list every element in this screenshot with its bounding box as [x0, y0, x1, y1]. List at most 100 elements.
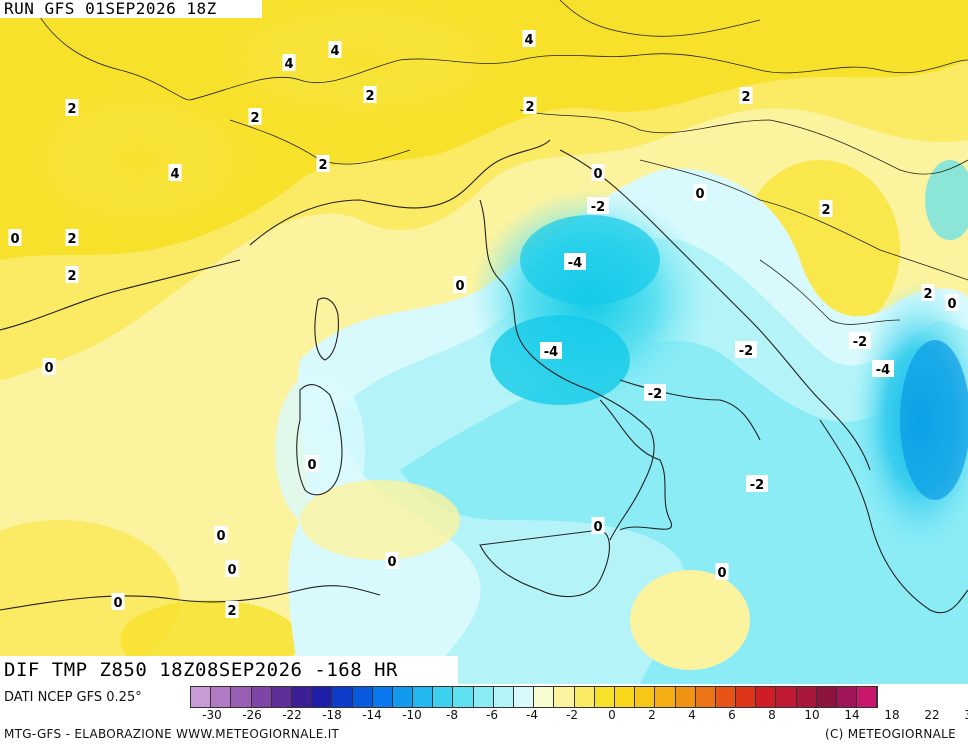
contour-label: -2 [853, 335, 867, 350]
color-scale-tick-label: 0 [608, 708, 616, 722]
color-scale-tick-label: 14 [844, 708, 860, 722]
contour-label-background [872, 360, 894, 377]
color-scale-segment [211, 687, 232, 707]
contour-label-background [328, 41, 342, 58]
color-scale-segment [857, 687, 878, 707]
color-scale-tick-label: 8 [768, 708, 776, 722]
color-scale-tick-label: 30 [964, 708, 968, 722]
contour-label-background [739, 87, 753, 104]
contour-label: 0 [455, 279, 464, 294]
contour-label-background [168, 164, 182, 181]
contour-label-background [453, 276, 467, 293]
contour-label: 2 [250, 111, 259, 126]
contour-label: 0 [113, 596, 122, 611]
color-scale-tick-label: -6 [486, 708, 498, 722]
contour-label-background [849, 332, 871, 349]
color-scale-segment [312, 687, 333, 707]
contour-label: -4 [544, 345, 558, 360]
data-source-label: DATI NCEP GFS 0.25° [4, 690, 142, 705]
contour-label-background [523, 97, 537, 114]
contour-label-background [693, 184, 707, 201]
color-scale-segment [695, 687, 716, 707]
color-scale-segment [291, 687, 313, 707]
contour-label-background [522, 30, 536, 47]
color-scale-segment [675, 687, 696, 707]
color-scale-segment [776, 687, 797, 707]
contour-label-background [591, 164, 605, 181]
color-scale-tick-label: -8 [446, 708, 458, 722]
contour-label-background [644, 384, 666, 401]
run-title: RUN GFS 01SEP2026 18Z [0, 0, 262, 18]
color-scale-tick-label: -10 [402, 708, 422, 722]
contour-label-background [746, 475, 768, 492]
color-scale-segment [332, 687, 353, 707]
contour-label: 0 [44, 361, 53, 376]
contour-label: 4 [524, 33, 533, 48]
color-scale-segment [433, 687, 454, 707]
contour-label: 0 [717, 566, 726, 581]
color-scale-segment [372, 687, 393, 707]
contour-label-background [921, 284, 935, 301]
contour-label-background [540, 342, 562, 359]
contour-label-background [363, 86, 377, 103]
contour-label-background [8, 229, 22, 246]
contour-label-background [214, 526, 228, 543]
contour-label: 2 [67, 232, 76, 247]
color-scale-tick-label: 4 [688, 708, 696, 722]
contour-label-background [316, 155, 330, 172]
color-scale-tick-label: 10 [804, 708, 820, 722]
contour-label: 2 [923, 287, 932, 302]
contour-label: 4 [330, 44, 339, 59]
color-scale-segment [756, 687, 777, 707]
color-scale-segment [554, 687, 575, 707]
contour-label-background [65, 229, 79, 246]
contour-label: 0 [387, 555, 396, 570]
contour-label-background [42, 358, 56, 375]
contour-label-background [385, 552, 399, 569]
contour-label-background [111, 593, 125, 610]
contour-label: -2 [591, 200, 605, 215]
color-scale-segment [352, 687, 373, 707]
contour-label: 2 [318, 158, 327, 173]
footer: DATI NCEP GFS 0.25° -30 -26 -22 -18 -14 -10 -8… [0, 684, 968, 745]
color-scale-segment [473, 687, 494, 707]
color-scale-tick-label: -14 [362, 708, 382, 722]
color-scale-tick-label: -30 [202, 708, 222, 722]
color-scale-segment [635, 687, 656, 707]
contour-label: 2 [821, 203, 830, 218]
field-title: DIF TMP Z850 18Z08SEP2026 -168 HR [0, 656, 458, 684]
contour-label-background [305, 455, 319, 472]
contour-label: -2 [648, 387, 662, 402]
color-scale-tick-label: 22 [924, 708, 940, 722]
color-scale-segment [594, 687, 615, 707]
contour-label: 2 [227, 604, 236, 619]
contour-label-background [65, 99, 79, 116]
color-scale-segment [453, 687, 474, 707]
color-scale-tick-label: 18 [884, 708, 900, 722]
color-scale-segment [837, 687, 858, 707]
contour-label: -2 [750, 478, 764, 493]
color-scale-segment [655, 687, 676, 707]
contour-label: 0 [10, 232, 19, 247]
contour-label: -4 [568, 256, 582, 271]
color-scale-segment [493, 687, 514, 707]
contour-label-background [819, 200, 833, 217]
contour-label: 0 [216, 529, 225, 544]
color-scale-segment [251, 687, 272, 707]
contour-label-background [225, 601, 239, 618]
contour-label: -2 [739, 344, 753, 359]
color-scale-segment [392, 687, 414, 707]
color-scale-segment [736, 687, 757, 707]
color-scale-tick-label: 6 [728, 708, 736, 722]
color-scale-tick-label: -22 [282, 708, 302, 722]
contour-label-background [65, 266, 79, 283]
contour-label: 2 [741, 90, 750, 105]
contour-label: 0 [593, 167, 602, 182]
contour-label: 0 [947, 297, 956, 312]
color-scale-tick-label: -2 [566, 708, 578, 722]
contour-label: 2 [525, 100, 534, 115]
color-scale-ticks: -30 -26 -22 -18 -14 -10 -8 -6 -4 -2 0 2 4 6 8 10 14 18 22 3… [190, 708, 968, 724]
contour-label: 2 [67, 269, 76, 284]
contour-label-background [945, 294, 959, 311]
